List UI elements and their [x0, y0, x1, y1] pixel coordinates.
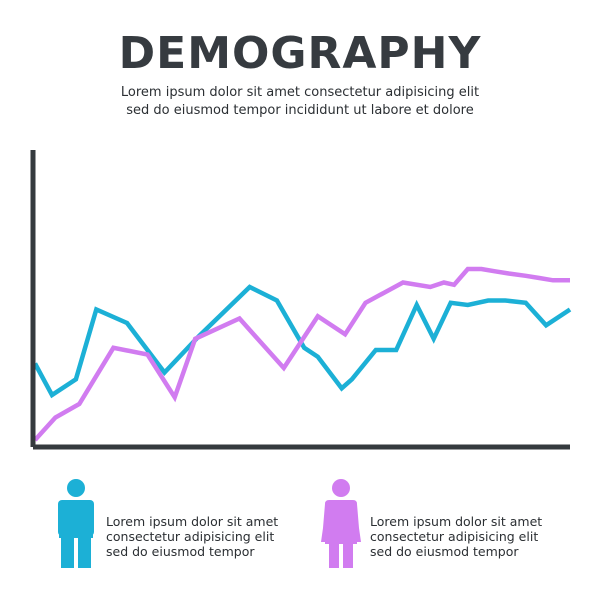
legend-line: sed do eiusmod tempor — [106, 544, 255, 559]
legend-line: Lorem ipsum dolor sit amet — [370, 514, 543, 529]
legend-item-male — [50, 476, 102, 576]
legend-item-female — [315, 476, 367, 576]
legend-text-male: Lorem ipsum dolor sit amet consectetur a… — [106, 514, 278, 559]
legend-line: consectetur adipisicing elit — [370, 529, 539, 544]
page-title: DEMOGRAPHY — [118, 28, 482, 79]
series-line-1 — [33, 284, 572, 399]
subtitle-line: Lorem ipsum dolor sit amet consectetur a… — [120, 85, 480, 100]
series-line-2 — [33, 266, 570, 442]
legend-text-female: Lorem ipsum dolor sit amet consectetur a… — [370, 514, 542, 559]
legend-line: consectetur adipisicing elit — [106, 529, 275, 544]
subtitle-line: sed do eiusmod tempor incididunt ut labo… — [126, 103, 474, 118]
legend-line: sed do eiusmod tempor — [370, 544, 519, 559]
female-person-icon — [321, 479, 361, 568]
series-layer — [33, 266, 572, 442]
male-person-icon — [58, 479, 94, 568]
page-subtitle: Lorem ipsum dolor sit amet consectetur a… — [0, 84, 600, 120]
legend-line: Lorem ipsum dolor sit amet — [106, 514, 279, 529]
